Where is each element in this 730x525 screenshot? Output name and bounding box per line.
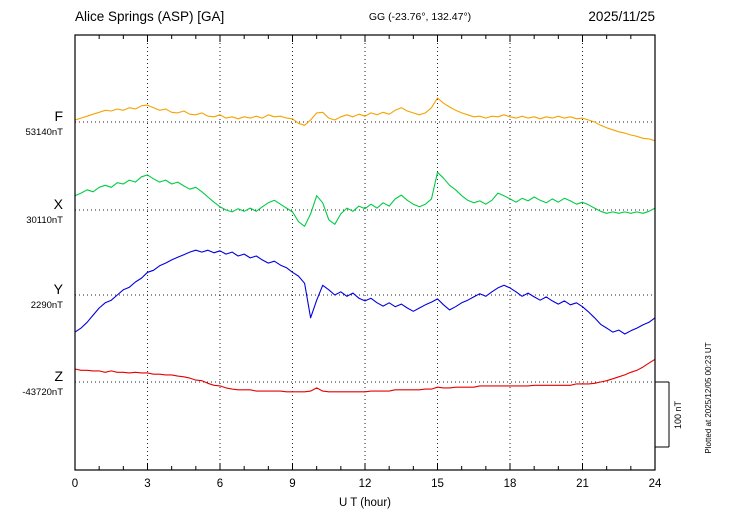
plot-border xyxy=(74,34,656,471)
x-axis-title: U T (hour) xyxy=(339,497,391,509)
series-label-X: X xyxy=(54,196,64,212)
x-tick-label-6: 6 xyxy=(217,478,223,490)
plot-layer: 0 3 6 9 12 15 18 21 24 F 53140nT X 30110nT Y 2290nT Z -4… xyxy=(22,35,670,490)
series-baseline-value-Y: 2290nT xyxy=(31,300,63,311)
x-tick-label-12: 12 xyxy=(359,478,372,490)
x-tick-label-18: 18 xyxy=(504,478,517,490)
x-tick-label-15: 15 xyxy=(431,478,444,490)
series-baseline-value-Z: -43720nT xyxy=(22,387,63,398)
trace-X xyxy=(74,171,656,227)
series-baseline-value-X: 30110nT xyxy=(26,215,63,226)
scale-bar-label: 100 nT xyxy=(673,400,683,429)
chart-title: Alice Springs (ASP) [GA] xyxy=(75,9,224,24)
chart-date: 2025/11/25 xyxy=(588,9,655,24)
trace-F xyxy=(74,97,656,142)
geographic-coords: GG (-23.76°, 132.47°) xyxy=(369,11,471,23)
series-label-Z: Z xyxy=(54,368,63,384)
x-tick-label-24: 24 xyxy=(649,478,662,490)
series-label-Y: Y xyxy=(54,281,64,297)
series-label-F: F xyxy=(54,108,63,124)
series-baseline-value-F: 53140nT xyxy=(25,127,63,138)
x-tick-label-0: 0 xyxy=(72,478,78,490)
x-tick-label-21: 21 xyxy=(576,478,589,490)
trace-Y xyxy=(74,249,656,335)
x-tick-label-9: 9 xyxy=(289,478,295,490)
trace-Z xyxy=(74,358,656,393)
plotted-at-note: Plotted at 2025/12/05 00:23 UT xyxy=(704,342,713,453)
x-tick-label-3: 3 xyxy=(144,478,150,490)
